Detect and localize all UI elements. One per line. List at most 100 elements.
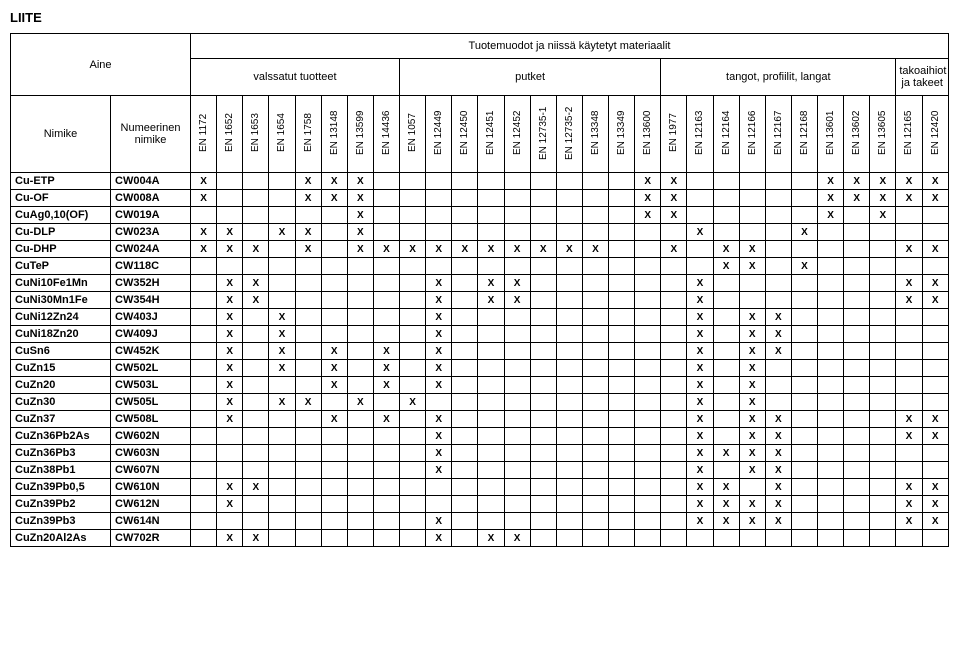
x-cell (582, 190, 608, 207)
table-row: CuNi12Zn24CW403JXXXXXX (11, 309, 949, 326)
material-code: CW602N (111, 428, 191, 445)
x-cell (556, 224, 582, 241)
x-cell (478, 462, 504, 479)
x-cell (295, 479, 321, 496)
x-cell (818, 326, 844, 343)
x-cell (582, 292, 608, 309)
x-cell: X (426, 445, 452, 462)
x-cell (400, 326, 426, 343)
page-title: LIITE (10, 10, 949, 25)
material-name: CuZn38Pb1 (11, 462, 111, 479)
x-cell (295, 445, 321, 462)
x-cell (530, 173, 556, 190)
x-cell (373, 479, 399, 496)
x-cell (478, 411, 504, 428)
x-cell (818, 224, 844, 241)
material-name: CuZn20Al2As (11, 530, 111, 547)
hdr-en-col: EN 12168 (791, 96, 817, 173)
x-cell (635, 445, 661, 462)
x-cell: X (217, 360, 243, 377)
x-cell (896, 377, 922, 394)
x-cell (556, 513, 582, 530)
x-cell (870, 411, 896, 428)
x-cell (922, 309, 949, 326)
x-cell (191, 292, 217, 309)
x-cell (739, 292, 765, 309)
x-cell (452, 309, 478, 326)
x-cell (347, 530, 373, 547)
x-cell: X (269, 394, 295, 411)
material-code: CW352H (111, 275, 191, 292)
x-cell (687, 207, 713, 224)
x-cell (922, 207, 949, 224)
x-cell: X (191, 224, 217, 241)
x-cell (191, 530, 217, 547)
x-cell: X (922, 428, 949, 445)
x-cell (400, 479, 426, 496)
x-cell (609, 190, 635, 207)
x-cell (373, 428, 399, 445)
x-cell (504, 360, 530, 377)
x-cell (504, 377, 530, 394)
x-cell (400, 530, 426, 547)
x-cell: X (452, 241, 478, 258)
x-cell: X (896, 173, 922, 190)
x-cell (870, 445, 896, 462)
x-cell (426, 394, 452, 411)
x-cell (347, 326, 373, 343)
x-cell: X (373, 411, 399, 428)
x-cell: X (765, 479, 791, 496)
x-cell (530, 275, 556, 292)
x-cell (243, 394, 269, 411)
x-cell (844, 428, 870, 445)
x-cell (269, 190, 295, 207)
x-cell (896, 394, 922, 411)
x-cell (791, 377, 817, 394)
hdr-en-col: EN 12420 (922, 96, 949, 173)
material-name: CuZn36Pb3 (11, 445, 111, 462)
x-cell: X (739, 445, 765, 462)
x-cell (452, 258, 478, 275)
x-cell (452, 326, 478, 343)
x-cell (452, 411, 478, 428)
x-cell (243, 224, 269, 241)
x-cell (922, 462, 949, 479)
x-cell (582, 173, 608, 190)
x-cell: X (321, 411, 347, 428)
x-cell (452, 275, 478, 292)
x-cell (478, 343, 504, 360)
x-cell (582, 275, 608, 292)
x-cell (400, 513, 426, 530)
table-row: Cu-OFCW008AXXXXXXXXXXX (11, 190, 949, 207)
x-cell (609, 411, 635, 428)
x-cell (347, 309, 373, 326)
material-code: CW452K (111, 343, 191, 360)
x-cell (373, 530, 399, 547)
x-cell (400, 377, 426, 394)
hdr-en-col: EN 12164 (713, 96, 739, 173)
x-cell (661, 530, 687, 547)
x-cell (556, 173, 582, 190)
x-cell: X (635, 190, 661, 207)
x-cell (400, 258, 426, 275)
x-cell (713, 309, 739, 326)
x-cell (791, 530, 817, 547)
x-cell (818, 462, 844, 479)
x-cell (739, 207, 765, 224)
x-cell (739, 530, 765, 547)
x-cell: X (713, 513, 739, 530)
x-cell (295, 377, 321, 394)
x-cell (530, 343, 556, 360)
x-cell (347, 343, 373, 360)
x-cell (870, 394, 896, 411)
x-cell (713, 343, 739, 360)
x-cell: X (922, 292, 949, 309)
x-cell (713, 224, 739, 241)
hdr-en-col: EN 12735-1 (530, 96, 556, 173)
x-cell (661, 462, 687, 479)
x-cell (478, 377, 504, 394)
x-cell: X (217, 394, 243, 411)
x-cell (896, 224, 922, 241)
x-cell: X (687, 275, 713, 292)
x-cell: X (713, 445, 739, 462)
